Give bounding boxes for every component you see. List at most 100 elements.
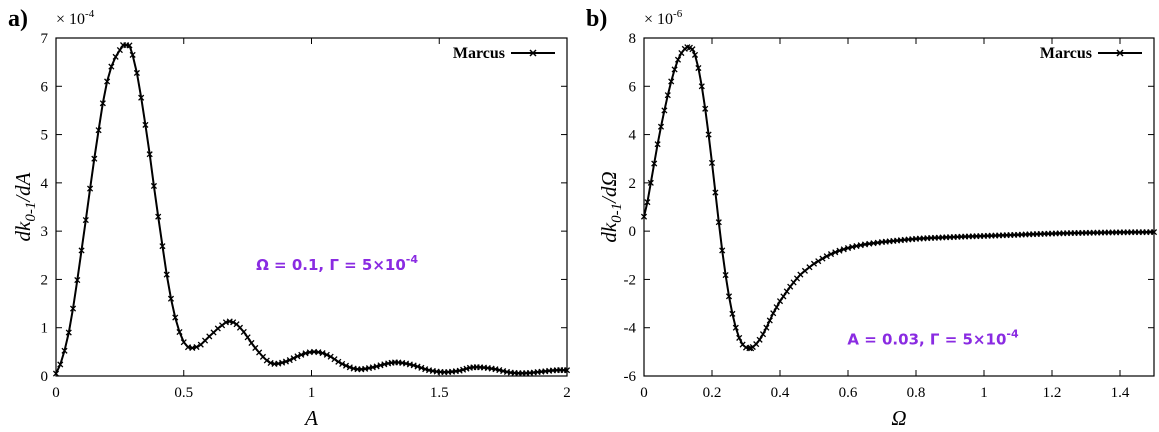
y-axis-label: dk0-1/dA: [11, 172, 39, 241]
data-point-marker: [189, 344, 196, 352]
y-tick-label: 0: [41, 369, 49, 385]
data-point-marker: [763, 324, 770, 331]
x-tick-label: 0.6: [839, 385, 858, 401]
data-point-marker: [74, 276, 81, 284]
legend-marker: [529, 49, 537, 57]
y-tick-label: -2: [624, 272, 637, 288]
y-tick-label: 4: [41, 176, 49, 192]
data-point-marker: [240, 328, 247, 335]
y-tick-label: 8: [629, 31, 637, 47]
data-point-marker: [104, 78, 111, 85]
data-point-marker: [146, 151, 153, 158]
data-point-marker: [298, 351, 305, 358]
parameter-annotation: Ω = 0.1, Γ = 5×10-4: [256, 253, 418, 274]
y-tick-label: 6: [41, 79, 49, 95]
y-tick-label: 0: [629, 224, 637, 240]
data-point-marker: [722, 271, 729, 279]
data-point-marker: [729, 310, 736, 317]
y-tick-label: 1: [41, 321, 49, 337]
data-point-marker: [654, 141, 661, 148]
data-point-marker: [163, 271, 170, 278]
data-point-marker: [810, 260, 818, 267]
data-point-marker: [133, 69, 140, 77]
data-point-marker: [286, 357, 293, 364]
data-point-marker: [766, 317, 773, 324]
data-point-marker: [294, 353, 301, 360]
data-point-marker: [708, 159, 716, 166]
data-point-marker: [65, 329, 72, 336]
data-point-marker: [342, 362, 350, 369]
data-point-marker: [705, 131, 712, 138]
data-point-marker: [282, 358, 290, 365]
data-point-marker: [644, 199, 651, 206]
x-tick-label: 0.5: [174, 385, 193, 401]
data-point-marker: [176, 328, 183, 336]
data-point-marker: [339, 360, 346, 367]
data-point-marker: [414, 363, 421, 370]
data-point-marker: [319, 350, 326, 357]
y-tick-label: -4: [624, 321, 637, 337]
y-tick-label: 6: [629, 79, 637, 95]
data-point-marker: [57, 361, 64, 368]
data-point-marker: [142, 121, 149, 128]
series-markers: [52, 42, 571, 377]
data-point-marker: [715, 219, 722, 226]
data-point-marker: [647, 179, 654, 186]
data-point-marker: [819, 255, 826, 262]
x-tick-label: 2: [563, 385, 571, 401]
legend-marker: [1116, 49, 1124, 57]
series-line-marcus: [55, 44, 567, 375]
data-point-marker: [776, 298, 784, 305]
data-point-marker: [671, 66, 678, 73]
data-point-marker: [563, 367, 571, 374]
y-tick-label: 3: [41, 224, 49, 240]
data-point-marker: [214, 325, 221, 332]
data-point-marker: [327, 353, 334, 360]
x-tick-label: 0.8: [907, 385, 926, 401]
x-tick-label: 1.4: [1111, 385, 1130, 401]
data-point-marker: [91, 155, 98, 162]
data-point-marker: [657, 123, 665, 130]
x-axis-label: Ω: [891, 406, 906, 430]
data-point-marker: [263, 357, 270, 364]
legend-label: Marcus: [453, 45, 505, 62]
data-point-marker: [167, 295, 175, 302]
x-tick-label: 1.5: [430, 385, 449, 401]
data-point-marker: [335, 358, 342, 365]
series-line-marcus: [643, 46, 1154, 350]
panel-label: b): [586, 6, 607, 32]
x-tick-label: 0: [640, 385, 648, 401]
y-tick-label: 4: [629, 128, 637, 144]
data-point-marker: [61, 347, 68, 354]
data-point-marker: [138, 94, 145, 101]
y-axis-label: dk0-1/dΩ: [597, 171, 625, 242]
data-point-marker: [836, 247, 843, 254]
data-point-marker: [418, 364, 425, 371]
x-axis-label: A: [303, 406, 318, 430]
data-point-marker: [159, 243, 166, 250]
data-point-marker: [172, 314, 179, 321]
data-point-marker: [668, 78, 675, 85]
data-point-marker: [52, 370, 60, 377]
data-point-marker: [783, 288, 790, 295]
data-point-marker: [689, 46, 696, 53]
series-markers: [640, 44, 1158, 352]
x-tick-label: 1: [308, 385, 316, 401]
data-point-marker: [698, 83, 705, 90]
data-point-marker: [95, 127, 102, 134]
parameter-annotation: A = 0.03, Γ = 5×10-4: [847, 328, 1019, 349]
data-point-marker: [827, 251, 835, 258]
data-point-marker: [244, 334, 251, 341]
x-tick-label: 1.2: [1043, 385, 1062, 401]
data-point-marker: [112, 53, 119, 60]
plot-frame: [643, 37, 1155, 377]
data-point-marker: [732, 324, 739, 331]
data-point-marker: [832, 249, 839, 256]
y-tick-label: -6: [624, 369, 637, 385]
y-tick-label: 5: [41, 128, 49, 144]
legend-label: Marcus: [1040, 45, 1092, 62]
data-point-marker: [806, 264, 813, 271]
data-point-marker: [780, 293, 787, 300]
y-tick-label: 7: [41, 31, 49, 47]
x-tick-label: 0.4: [771, 385, 790, 401]
